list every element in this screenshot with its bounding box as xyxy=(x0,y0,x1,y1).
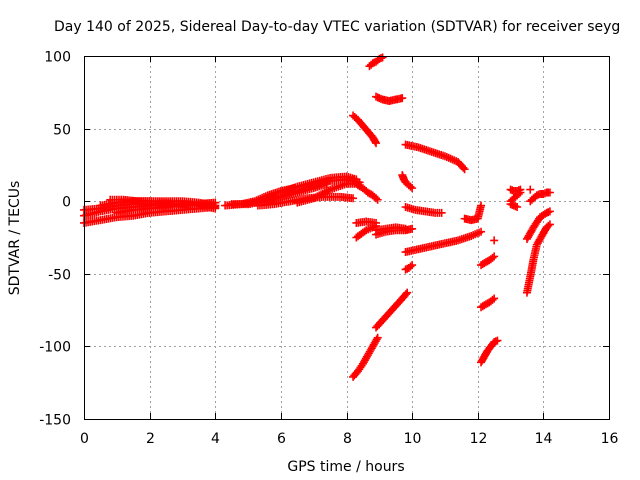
series-arc-22 xyxy=(365,53,387,71)
x-tick-label: 2 xyxy=(146,431,155,447)
series-arc-26 xyxy=(401,227,486,257)
series-arc-13 xyxy=(349,175,382,204)
series-arc-24 xyxy=(398,171,417,193)
series-arc-15 xyxy=(352,221,381,242)
series-arc-23 xyxy=(372,92,407,106)
x-tick-label: 12 xyxy=(470,431,488,447)
data-point xyxy=(401,290,410,299)
series-arc-36 xyxy=(506,200,522,212)
x-tick-label: 4 xyxy=(211,431,220,447)
series-arc-29 xyxy=(477,336,502,367)
data-point xyxy=(371,137,380,146)
series-arc-18 xyxy=(349,333,382,381)
data-point xyxy=(372,194,381,203)
data-point xyxy=(372,139,381,148)
data-point xyxy=(490,252,499,261)
series-arc-21 xyxy=(349,111,381,148)
data-point xyxy=(477,201,486,210)
data-point xyxy=(516,188,525,197)
data-point xyxy=(545,220,554,229)
x-tick-label: 0 xyxy=(80,431,89,447)
data-point xyxy=(514,189,523,198)
series-arc-25 xyxy=(401,203,446,217)
x-tick-label: 10 xyxy=(404,431,422,447)
data-point xyxy=(373,333,382,342)
x-tick-label: 8 xyxy=(343,431,352,447)
data-point xyxy=(544,221,553,230)
series-arc-38 xyxy=(522,207,554,243)
series-arc-17 xyxy=(372,224,417,239)
data-point xyxy=(488,253,497,262)
data-point xyxy=(349,194,358,203)
y-tick-label: -50 xyxy=(48,268,71,284)
data-point xyxy=(490,294,499,303)
axis-ticks: 0 2 4 6 8 10 12 14 16 -150 -100 -50 0 50 100 xyxy=(39,50,618,448)
series-arc-28 xyxy=(460,201,486,225)
data-point xyxy=(406,262,415,271)
series-arc-31 xyxy=(477,252,499,270)
data-point xyxy=(545,207,554,216)
series-arc-39 xyxy=(522,220,554,297)
series-arc-27 xyxy=(401,140,469,174)
data-point xyxy=(398,94,407,103)
series-arc-37 xyxy=(526,188,554,206)
data-point xyxy=(324,186,333,195)
data-point xyxy=(545,188,554,197)
data-point xyxy=(211,198,220,207)
data-point xyxy=(513,203,522,212)
series-arc-6 xyxy=(112,198,220,217)
series-arc-19 xyxy=(372,288,412,332)
data-point xyxy=(408,224,417,233)
y-tick-label: 100 xyxy=(44,50,71,66)
x-tick-label: 14 xyxy=(535,431,553,447)
data-point xyxy=(460,165,469,174)
data-point xyxy=(403,288,412,297)
data-point xyxy=(373,195,382,204)
y-tick-label: 50 xyxy=(53,123,71,139)
data-point xyxy=(459,163,468,172)
series-arc-34 xyxy=(526,185,535,194)
plot-frame xyxy=(84,56,610,420)
series-arc-11 xyxy=(276,172,361,197)
series-arc-12 xyxy=(293,179,361,207)
y-axis-label: SDTVAR / TECUs xyxy=(7,181,23,296)
chart-title: Day 140 of 2025, Sidereal Day-to-day VTE… xyxy=(54,19,620,35)
data-point xyxy=(437,208,446,217)
data-point xyxy=(493,336,502,345)
data-point xyxy=(408,184,417,193)
data-point xyxy=(526,185,535,194)
series-arc-32 xyxy=(490,236,499,245)
y-tick-label: -150 xyxy=(39,413,71,429)
x-tick-label: 16 xyxy=(601,431,619,447)
data-point xyxy=(488,295,497,304)
y-tick-label: -100 xyxy=(39,340,71,356)
y-tick-label: 0 xyxy=(62,195,71,211)
data-point xyxy=(372,335,381,344)
series-arc-30 xyxy=(477,294,499,312)
data-marks xyxy=(80,53,554,381)
data-point xyxy=(490,236,499,245)
data-point xyxy=(408,261,417,270)
series-arc-20 xyxy=(401,261,417,274)
data-point xyxy=(406,182,415,191)
data-point xyxy=(477,227,486,236)
x-tick-label: 6 xyxy=(277,431,286,447)
data-point xyxy=(378,53,387,62)
x-axis-label: GPS time / hours xyxy=(287,459,404,475)
